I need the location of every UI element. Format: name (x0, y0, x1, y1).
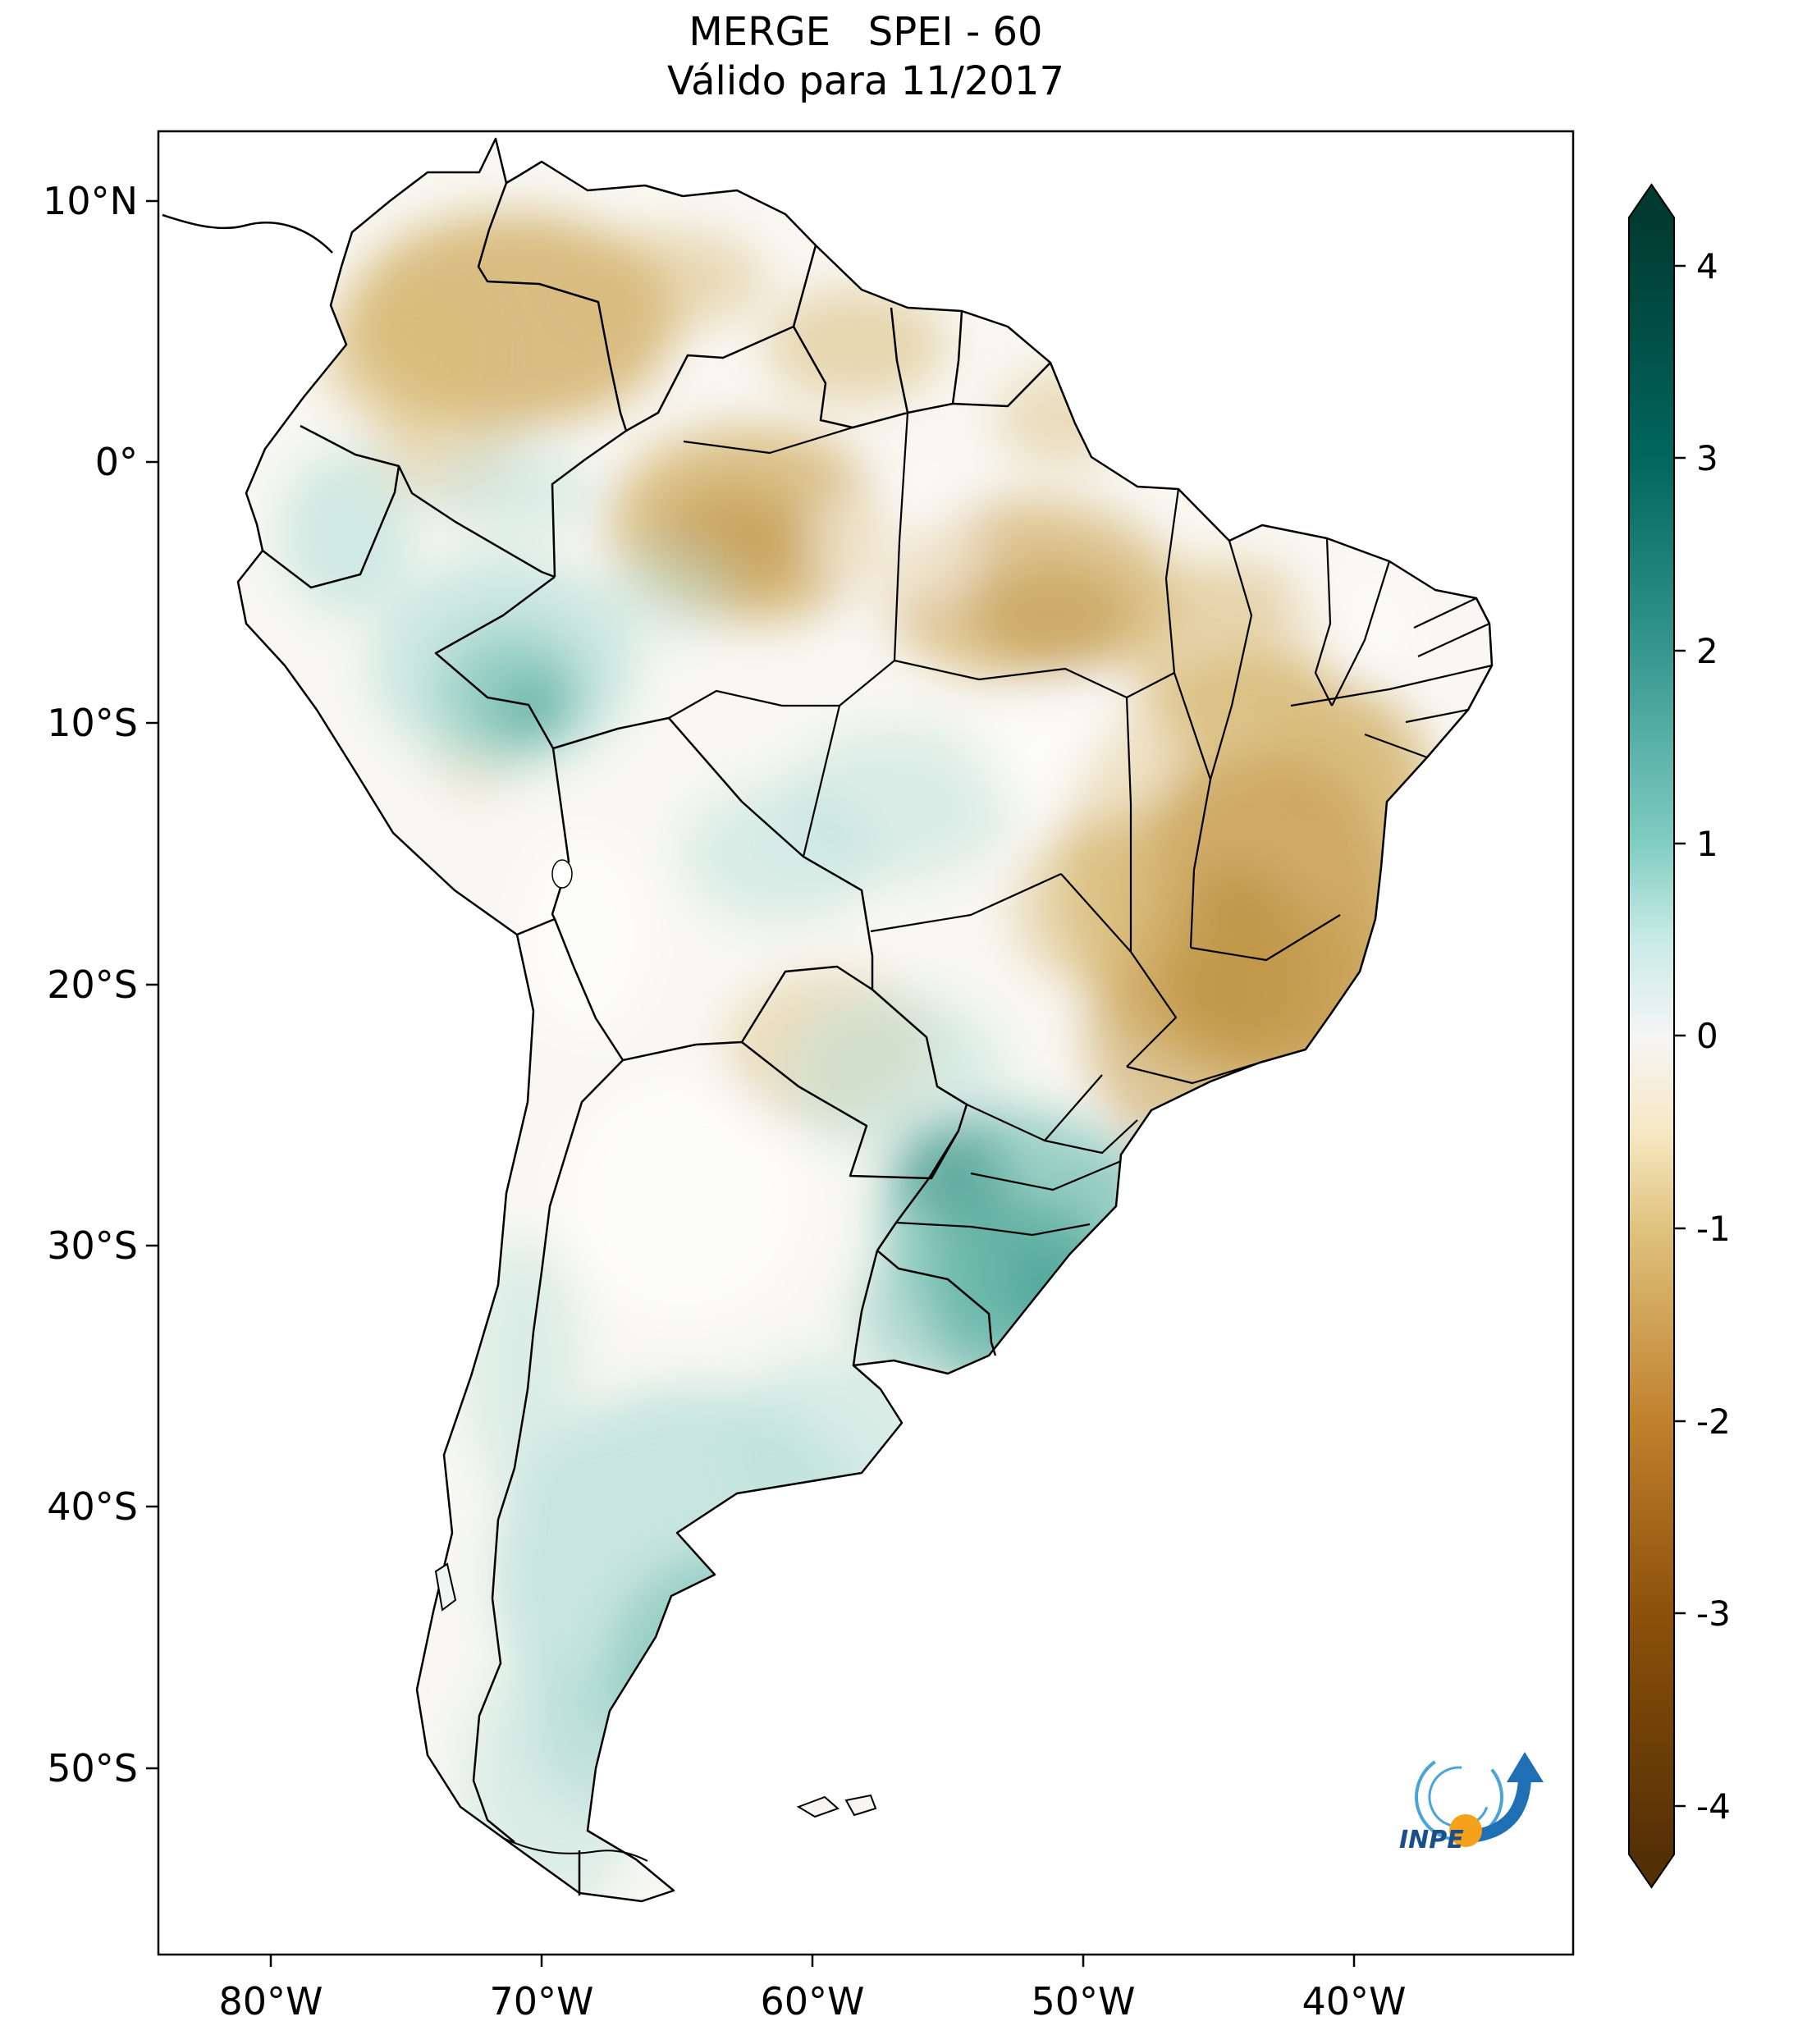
lon-tick-label-50w: 50°W (1031, 1979, 1135, 2023)
lon-axis (269, 1955, 1356, 1967)
colorbar-extend-top (1629, 185, 1674, 217)
lat-tick-label-10n: 10°N (43, 179, 138, 223)
colorbar-gradient (1629, 217, 1674, 1854)
colorbar-extend-bottom (1629, 1854, 1674, 1887)
panama-coast (162, 213, 333, 254)
lat-tick-label-0: 0° (95, 440, 138, 484)
spei-color-field (238, 139, 1492, 1901)
lon-tick-label-60w: 60°W (760, 1979, 864, 2023)
chiloe-island (434, 1562, 457, 1612)
inpe-logo-text: INPE (1399, 1826, 1464, 1854)
figure-title: MERGE SPEI - 60 (689, 9, 1042, 55)
map-frame (157, 130, 1575, 1956)
falkland-islands (796, 1794, 877, 1818)
map-axes: INPE (157, 130, 1575, 1956)
strait-of-magellan (502, 1837, 648, 1862)
lon-tick-label-70w: 70°W (489, 1979, 593, 2023)
continent-outline (236, 137, 1494, 1903)
colorbar-tick-label-3: 3 (1696, 438, 1718, 478)
inpe-logo: INPE (1399, 1752, 1544, 1854)
colorbar-outline (1628, 183, 1675, 1889)
colorbar: 4 3 2 1 0 -1 -2 -3 -4 (1628, 183, 1731, 1889)
figure-subtitle: Válido para 11/2017 (667, 58, 1064, 104)
colorbar-tick-label-m2: -2 (1696, 1402, 1731, 1442)
colorbar-tick-label-m3: -3 (1696, 1594, 1731, 1634)
state-borders (668, 412, 1493, 1237)
lon-tick-label-80w: 80°W (218, 1979, 323, 2023)
lat-tick-label-50s: 50°S (47, 1746, 138, 1790)
lat-tick-label-20s: 20°S (47, 963, 138, 1007)
lat-tick-label-40s: 40°S (47, 1484, 138, 1529)
colorbar-tick-label-m4: -4 (1696, 1786, 1731, 1827)
inpe-orange-dot (1449, 1814, 1482, 1847)
country-borders (262, 182, 1051, 1895)
colorbar-tick-label-2: 2 (1696, 631, 1718, 671)
colorbar-tick-label-0: 0 (1696, 1016, 1718, 1056)
colorbar-tick-label-1: 1 (1696, 824, 1718, 864)
lat-tick-label-30s: 30°S (47, 1223, 138, 1268)
colorbar-tick-label-m1: -1 (1696, 1209, 1731, 1249)
lake-titicaca (551, 859, 573, 889)
lat-tick-label-10s: 10°S (47, 701, 138, 745)
lat-axis (146, 199, 158, 1770)
colorbar-ticks (1674, 264, 1686, 1808)
colorbar-tick-label-4: 4 (1696, 246, 1718, 286)
lon-tick-label-40w: 40°W (1302, 1979, 1406, 2023)
